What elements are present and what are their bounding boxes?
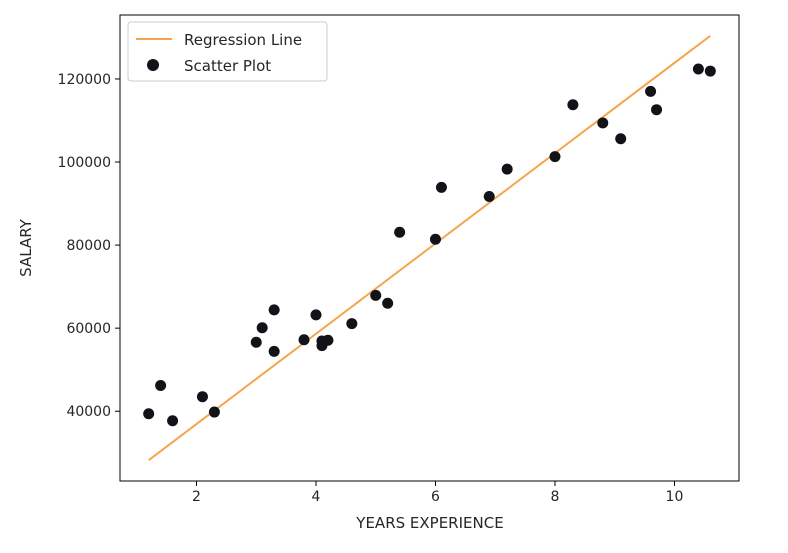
legend-frame: [127, 21, 328, 82]
scatter-point: [501, 163, 513, 175]
scatter-point: [310, 309, 322, 321]
x-tick-label: 2: [192, 489, 201, 505]
scatter-point: [549, 151, 561, 163]
scatter-point: [155, 379, 167, 391]
legend: Regression Line Scatter Plot: [127, 21, 328, 82]
x-tick-label: 8: [551, 489, 560, 505]
y-tick-label: 100000: [58, 155, 111, 171]
scatter-point: [143, 408, 155, 420]
scatter-point: [268, 304, 280, 316]
scatter-point: [567, 99, 579, 111]
y-axis-label: SALARY: [17, 218, 35, 276]
legend-label-scatter: Scatter Plot: [184, 57, 271, 75]
x-axis-ticks: 2 4 6 8 10: [192, 481, 683, 505]
x-tick-label: 4: [312, 489, 321, 505]
scatter-points: [143, 63, 716, 427]
scatter-point: [370, 289, 382, 301]
scatter-point: [615, 133, 627, 145]
scatter-point: [167, 415, 179, 427]
scatter-point: [322, 334, 334, 346]
x-axis-label: YEARS EXPERIENCE: [355, 514, 503, 532]
scatter-point: [346, 318, 358, 330]
scatter-point: [597, 117, 609, 129]
regression-line: [148, 34, 711, 462]
scatter-point: [692, 63, 704, 75]
scatter-point: [429, 233, 441, 245]
y-tick-label: 80000: [66, 238, 111, 254]
y-tick-label: 40000: [66, 404, 111, 420]
scatter-point: [256, 322, 268, 334]
legend-label-regression: Regression Line: [184, 31, 302, 49]
scatter-point: [435, 181, 447, 193]
y-tick-label: 60000: [66, 321, 111, 337]
scatter-point: [651, 104, 663, 116]
legend-point-swatch: [147, 59, 159, 71]
scatter-point: [208, 406, 220, 418]
scatter-point: [268, 345, 280, 357]
scatter-point: [394, 226, 406, 238]
y-axis-ticks: 40000 60000 80000 100000 120000: [58, 72, 120, 420]
scatter-point: [382, 297, 394, 309]
plot-frame: [119, 14, 740, 482]
regression-layer: [148, 34, 711, 462]
y-tick-label: 120000: [58, 72, 111, 88]
x-tick-label: 6: [431, 489, 440, 505]
scatter-point: [483, 190, 495, 202]
x-tick-label: 10: [666, 489, 684, 505]
scatter-point: [704, 65, 716, 77]
scatter-point: [250, 336, 262, 348]
scatter-point: [645, 85, 657, 97]
scatter-point: [298, 334, 310, 346]
scatter-point: [196, 391, 208, 403]
